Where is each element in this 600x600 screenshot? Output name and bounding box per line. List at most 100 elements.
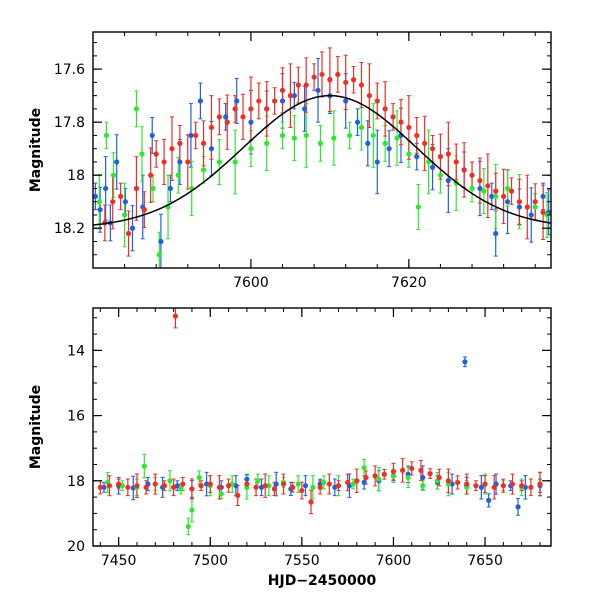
top-series-2-point-12 <box>193 132 199 139</box>
top-series-1-point-31 <box>469 185 475 192</box>
bottom-series-1-point-6 <box>178 486 184 492</box>
top-series-0-point-11 <box>177 159 183 165</box>
top-series-0-point-13 <box>197 98 203 104</box>
top-series-2-point-52 <box>508 188 515 194</box>
bottom-series-2-point-0 <box>97 484 103 490</box>
bottom-series-2-point-6 <box>152 481 158 487</box>
top-series-2-point-48 <box>477 177 483 184</box>
top-series-1-point-36 <box>532 204 538 210</box>
top-series-2-point-44 <box>445 151 451 157</box>
bottom-error-bars <box>98 307 543 536</box>
top-series-1-point-24 <box>382 140 388 146</box>
bottom-series-1-point-5 <box>167 478 173 484</box>
bottom-y-axis-title: Magnitude <box>28 385 44 469</box>
top-ytick-label-2: 18 <box>67 168 85 184</box>
bottom-series-0-point-27 <box>478 484 484 490</box>
top-series-0-point-16 <box>234 98 240 104</box>
top-series-2-point-20 <box>256 98 262 104</box>
bottom-series-2-point-3 <box>125 484 131 490</box>
top-series-0-point-34 <box>477 185 483 192</box>
top-series-2-point-2 <box>118 193 124 200</box>
bottom-series-2-point-12 <box>198 483 204 489</box>
top-series-2-point-32 <box>350 77 357 83</box>
top-series-2-point-30 <box>335 71 341 78</box>
top-series-1-point-25 <box>394 135 400 141</box>
bottom-series-1-point-11 <box>218 491 224 497</box>
top-series-2-point-15 <box>216 114 222 120</box>
top-series-2-point-33 <box>358 82 365 88</box>
top-series-2-point-10 <box>177 140 183 146</box>
top-series-2-point-17 <box>232 106 238 112</box>
bottom-ytick-label-2: 18 <box>67 474 85 490</box>
bottom-series-2-point-26 <box>326 481 332 487</box>
bottom-series-1-point-14 <box>255 478 261 484</box>
top-series-2-point-7 <box>153 151 159 157</box>
top-series-2-point-43 <box>437 154 444 160</box>
bottom-series-1-point-23 <box>376 476 382 482</box>
bottom-series <box>97 313 543 530</box>
top-series-1-point-32 <box>481 188 487 194</box>
top-series-0-point-1 <box>97 207 103 213</box>
bottom-series-0-point-0 <box>101 484 107 490</box>
top-series-1-point-9 <box>175 172 181 178</box>
top-series-2-point-38 <box>398 119 404 125</box>
bottom-series-2-point-18 <box>253 484 259 490</box>
top-xtick-label-1: 7620 <box>391 275 427 291</box>
top-series-0-point-0 <box>92 193 98 200</box>
top-series-1-point-29 <box>437 172 444 178</box>
bottom-series-2-point-34 <box>400 467 406 473</box>
bottom-series-2-point-28 <box>345 479 351 486</box>
bottom-series-2-point-42 <box>473 483 479 489</box>
top-series-0-point-31 <box>429 164 436 170</box>
top-series <box>92 71 552 258</box>
bottom-series-0-point-18 <box>361 479 367 486</box>
top-series-1-point-12 <box>216 159 222 165</box>
top-series-0-point-10 <box>167 185 173 192</box>
bottom-series-2-point-44 <box>491 484 497 490</box>
top-series-2-point-53 <box>516 199 523 205</box>
top-series-0-point-40 <box>540 193 546 200</box>
bottom-series-1-point-24 <box>390 473 397 479</box>
top-series-1-point-15 <box>264 140 270 146</box>
bottom-series-0-point-24 <box>449 481 455 487</box>
top-series-1-point-27 <box>415 204 421 210</box>
bottom-series-2-point-40 <box>454 479 461 486</box>
bottom-series-2-point-31 <box>372 473 378 479</box>
top-series-2-point-56 <box>540 209 546 215</box>
top-series-1-point-17 <box>291 135 297 141</box>
top-model-curve <box>92 94 552 226</box>
top-series-1-point-3 <box>121 212 128 218</box>
bottom-series-2-point-8 <box>171 484 177 490</box>
top-series-1-point-0 <box>96 199 102 205</box>
top-series-2-point-14 <box>208 124 215 131</box>
top-series-2-point-1 <box>110 199 116 205</box>
top-series-0-point-9 <box>158 238 164 245</box>
bottom-series-1-point-3 <box>141 463 147 469</box>
top-ytick-label-0: 17.6 <box>54 62 85 78</box>
bottom-series-1-point-15 <box>266 483 272 489</box>
bottom-series-2-point-24 <box>308 499 314 505</box>
bottom-series-2-point-47 <box>519 483 525 489</box>
bottom-axis-ticks: 7450 7500 7550 7600 7650 14 16 18 20 <box>67 308 551 569</box>
top-series-1-point-4 <box>133 106 140 112</box>
top-series-0-point-17 <box>248 119 254 125</box>
top-series-0-point-25 <box>354 119 361 125</box>
bottom-series-2-point-21 <box>280 481 287 487</box>
top-series-0-point-38 <box>516 204 523 210</box>
bottom-series-1-point-21 <box>350 481 356 487</box>
top-series-1-point-19 <box>317 140 324 146</box>
bottom-series-0-point-12 <box>273 481 279 487</box>
bottom-xtick-label-0: 7450 <box>101 553 137 569</box>
top-series-2-point-11 <box>185 159 191 165</box>
top-series-2-point-22 <box>272 98 278 104</box>
bottom-series-0-point-10 <box>244 476 250 482</box>
top-series-1-point-14 <box>248 146 254 152</box>
top-series-2-point-16 <box>224 119 230 125</box>
bottom-xtick-label-2: 7550 <box>284 553 320 569</box>
bottom-series-1-point-18 <box>310 484 316 490</box>
bottom-series-2-point-37 <box>427 471 433 477</box>
top-series-2-point-8 <box>161 159 167 165</box>
bottom-panel: 7450 7500 7550 7600 7650 14 16 18 20 Magnitude H… <box>28 307 552 589</box>
top-series-2-point-42 <box>429 146 436 152</box>
